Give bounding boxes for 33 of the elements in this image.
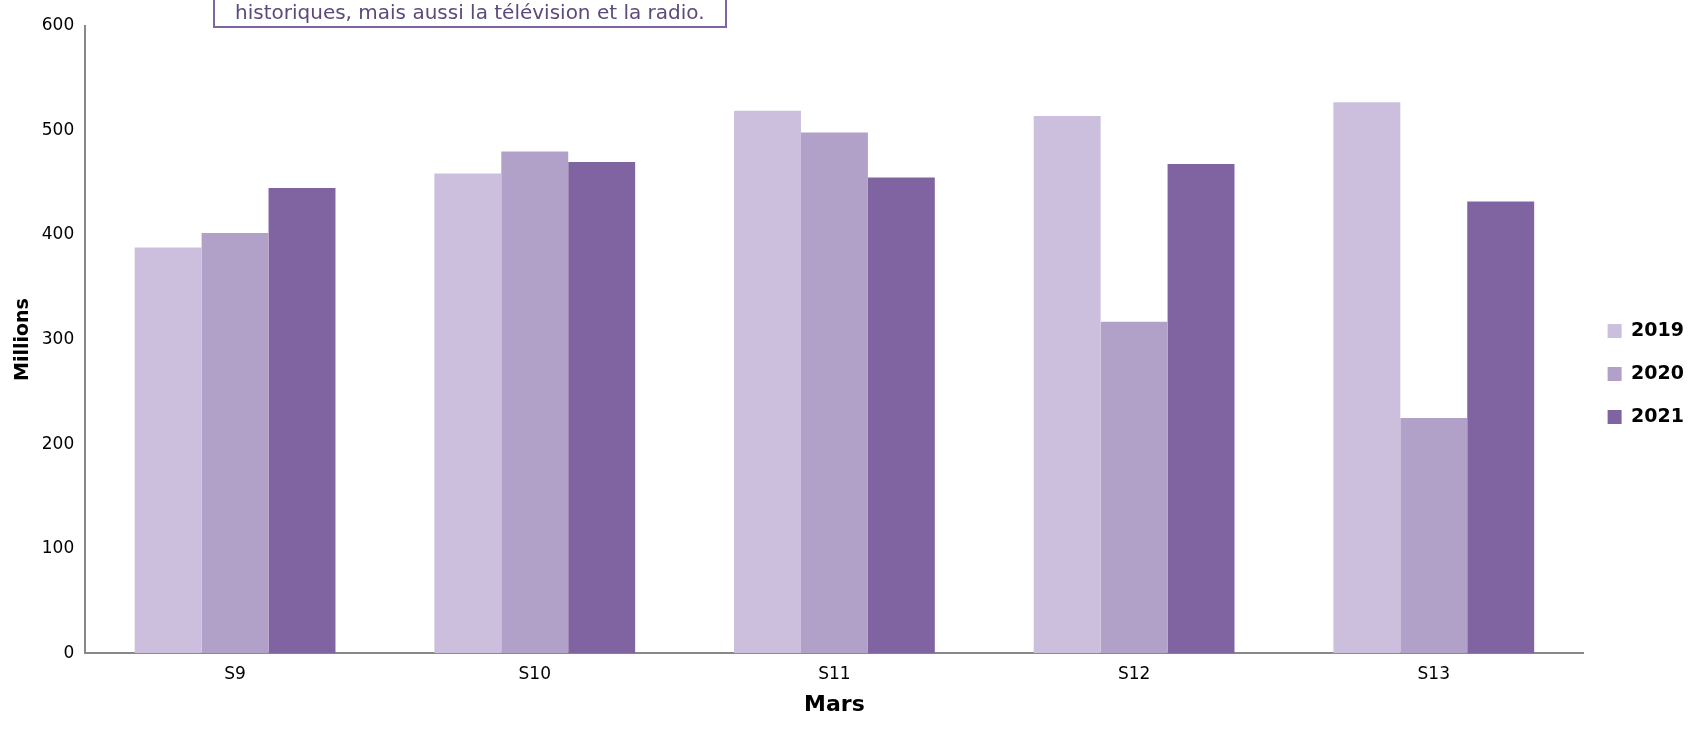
bar <box>201 232 269 654</box>
legend-label: 2021 <box>1631 403 1685 426</box>
y-axis-title: Millions <box>10 298 33 382</box>
y-tick-label: 300 <box>41 328 75 349</box>
bar <box>1467 201 1535 654</box>
bar <box>501 151 569 654</box>
y-tick-label: 200 <box>41 432 75 453</box>
bar <box>1167 163 1235 654</box>
legend-label: 2019 <box>1631 317 1685 340</box>
y-tick-label: 500 <box>41 118 75 139</box>
x-tick-label: S10 <box>518 662 551 683</box>
y-tick-label: 400 <box>41 223 75 244</box>
x-tick-label: S12 <box>1117 662 1151 683</box>
x-tick-label: S11 <box>818 662 851 683</box>
x-axis-title: Mars <box>804 690 865 716</box>
bar <box>734 110 801 654</box>
bar <box>1100 321 1168 654</box>
bar <box>800 132 868 654</box>
x-tick-label: S13 <box>1417 662 1450 683</box>
bar <box>1033 115 1101 654</box>
y-tick-label: 600 <box>41 14 75 35</box>
bar <box>1400 418 1468 654</box>
bar <box>568 161 636 654</box>
x-tick-label: S9 <box>224 662 246 683</box>
y-tick-label: 100 <box>41 537 75 558</box>
bar <box>268 188 336 654</box>
y-tick-label: 0 <box>63 641 75 662</box>
bar <box>1333 102 1401 654</box>
bar <box>867 177 935 654</box>
bar <box>434 173 502 654</box>
text: historiques, mais aussi la télévision et la radio. <box>213 0 727 28</box>
bar <box>134 247 202 654</box>
legend-label: 2020 <box>1631 360 1685 383</box>
